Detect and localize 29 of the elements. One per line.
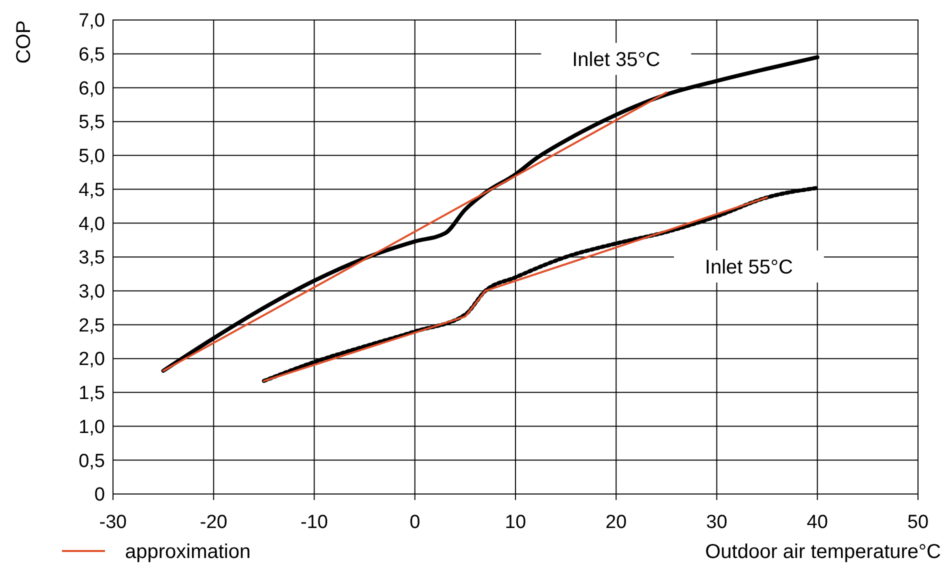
y-tick-label: 0	[94, 484, 105, 506]
y-tick-label: 7,0	[78, 10, 105, 32]
x-tick-label: -20	[200, 512, 228, 533]
y-tick-label: 0,5	[78, 450, 105, 472]
y-tick-label: 6,0	[78, 78, 105, 100]
x-tick-label: 0	[410, 512, 420, 533]
y-tick-label: 1,5	[78, 383, 105, 404]
x-tick-label: 10	[504, 512, 526, 533]
x-tick-label: 30	[706, 512, 728, 533]
x-tick-label: -30	[99, 512, 127, 533]
y-axis-title: COP	[13, 20, 35, 64]
x-tick-label: 50	[907, 512, 929, 533]
y-tick-label: 2,0	[78, 349, 105, 370]
annotation: Inlet 35°C	[572, 48, 660, 71]
x-axis-title: Outdoor air temperature°C	[705, 541, 941, 563]
y-tick-label: 5,5	[78, 112, 105, 134]
y-tick-label: 2,5	[78, 315, 105, 336]
legend-label: approximation	[125, 541, 251, 563]
x-tick-label: 20	[606, 512, 627, 533]
y-tick-label: 5,0	[78, 146, 105, 168]
y-tick-label: 1,0	[78, 416, 105, 438]
x-tick-label: -10	[300, 512, 328, 533]
y-tick-label: 3,5	[78, 248, 105, 269]
y-tick-label: 4,5	[78, 180, 105, 201]
y-tick-label: 3,0	[78, 282, 105, 303]
y-tick-label: 4,0	[78, 214, 105, 235]
annotation: Inlet 55°C	[704, 256, 793, 278]
y-tick-label: 6,5	[78, 44, 105, 66]
x-tick-label: 40	[806, 512, 828, 533]
